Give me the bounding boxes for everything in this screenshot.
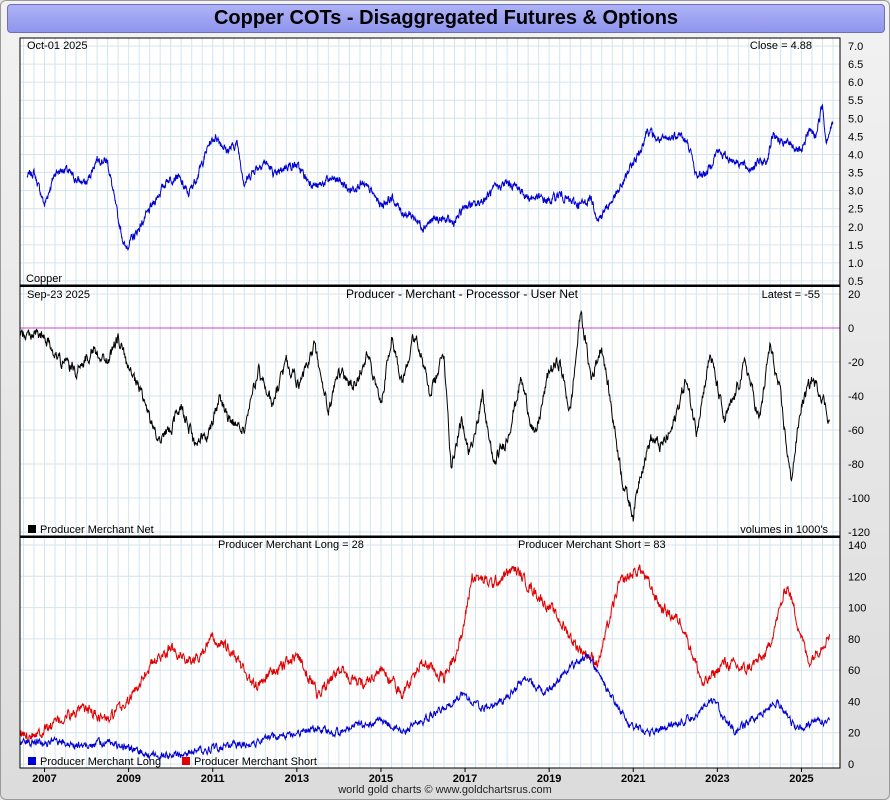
net-legend-swatch xyxy=(28,525,36,533)
page-title: Copper COTs - Disaggregated Futures & Op… xyxy=(213,7,679,29)
xtick-label: 2007 xyxy=(32,773,56,785)
panel-frames xyxy=(19,37,841,772)
label-layer: 0.5 1.0 1.5 2.0 2.5 3.0 3.5 4.0 4.5 5.0 5.5 6.0 6.5 7… xyxy=(26,40,870,785)
positions-ytick-label: 140 xyxy=(848,540,866,552)
net-latest-readout: Latest = -55 xyxy=(762,289,820,301)
price-ytick-label: 5.5 xyxy=(848,95,863,107)
price-ytick-label: 6.0 xyxy=(848,77,863,89)
net-ytick-label: -20 xyxy=(848,357,864,369)
net-date-label: Sep-23 2025 xyxy=(27,289,90,301)
price-ytick-label: 3.0 xyxy=(848,186,863,198)
long-legend-swatch xyxy=(28,757,36,765)
price-ytick-label: 3.5 xyxy=(848,168,863,180)
long-readout: Producer Merchant Long = 28 xyxy=(218,539,364,551)
short-legend-swatch xyxy=(182,757,190,765)
price-ytick-label: 0.5 xyxy=(848,276,863,288)
price-ytick-label: 6.5 xyxy=(848,59,863,71)
net-legend-label: Producer Merchant Net xyxy=(40,524,154,536)
title-bar: Copper COTs - Disaggregated Futures & Op… xyxy=(7,4,885,33)
price-close-readout: Close = 4.88 xyxy=(750,40,812,52)
net-ytick-label: -100 xyxy=(848,493,870,505)
footer-credit: world gold charts © www.goldchartsrus.co… xyxy=(338,784,552,796)
price-ytick-label: 4.5 xyxy=(848,131,863,143)
positions-ytick-label: 0 xyxy=(848,759,854,771)
xtick-label: 2013 xyxy=(285,773,309,785)
net-ytick-label: -80 xyxy=(848,459,864,471)
net-ytick-label: -40 xyxy=(848,391,864,403)
xtick-label: 2015 xyxy=(369,773,393,785)
positions-ytick-label: 120 xyxy=(848,571,866,583)
series-layer xyxy=(19,103,840,762)
short-readout: Producer Merchant Short = 83 xyxy=(518,539,666,551)
price-ytick-label: 1.5 xyxy=(848,240,863,252)
positions-ytick-label: 100 xyxy=(848,603,866,615)
long-series-line xyxy=(19,652,830,762)
price-ytick-label: 5.0 xyxy=(848,113,863,125)
price-panel-bg xyxy=(20,38,840,285)
short-series-line xyxy=(19,564,830,743)
net-ytick-label: 20 xyxy=(848,289,860,301)
grid-layer xyxy=(20,38,840,768)
price-ytick-label: 4.0 xyxy=(848,149,863,161)
short-legend-label: Producer Merchant Short xyxy=(194,756,317,768)
xtick-label: 2017 xyxy=(453,773,477,785)
net-ytick-label: -120 xyxy=(848,527,870,539)
price-ytick-label: 2.0 xyxy=(848,222,863,234)
xtick-label: 2023 xyxy=(705,773,729,785)
price-series-line xyxy=(26,103,834,251)
price-ytick-label: 7.0 xyxy=(848,41,863,53)
net-panel-title: Producer - Merchant - Processor - User N… xyxy=(346,287,579,301)
positions-ytick-label: 60 xyxy=(848,665,860,677)
positions-ytick-label: 20 xyxy=(848,728,860,740)
xtick-label: 2011 xyxy=(201,773,225,785)
xtick-label: 2025 xyxy=(789,773,813,785)
price-date-label: Oct-01 2025 xyxy=(27,40,88,52)
volume-note: volumes in 1000's xyxy=(740,524,828,536)
xtick-label: 2021 xyxy=(621,773,645,785)
long-legend-label: Producer Merchant Long xyxy=(40,756,161,768)
xtick-label: 2009 xyxy=(116,773,140,785)
positions-ytick-label: 80 xyxy=(848,634,860,646)
price-series-label: Copper xyxy=(26,273,62,285)
xtick-label: 2019 xyxy=(537,773,561,785)
positions-ytick-label: 40 xyxy=(848,696,860,708)
net-ytick-label: -60 xyxy=(848,425,864,437)
price-ytick-label: 2.5 xyxy=(848,204,863,216)
net-ytick-label: 0 xyxy=(848,323,854,335)
net-series-line xyxy=(19,310,830,522)
positions-panel-bg xyxy=(20,537,840,768)
price-ytick-label: 1.0 xyxy=(848,258,863,270)
